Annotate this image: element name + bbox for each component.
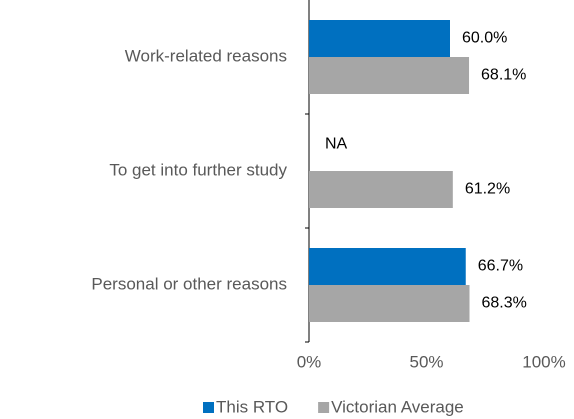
value-label: 68.3%: [482, 295, 527, 312]
x-tick-label: 100%: [522, 352, 565, 371]
value-label: 66.7%: [478, 258, 523, 275]
value-label: 60.0%: [462, 30, 507, 47]
value-label: NA: [325, 136, 348, 153]
bar: [309, 285, 470, 322]
bar: [309, 57, 470, 94]
bar: [309, 248, 466, 285]
x-tick-label: 0%: [297, 352, 322, 371]
bar: [309, 20, 450, 57]
bar: [309, 171, 453, 208]
legend-swatch: [318, 402, 330, 413]
value-label: 61.2%: [465, 181, 510, 198]
category-label: Work-related reasons: [125, 46, 287, 65]
x-tick-label: 50%: [409, 352, 443, 371]
category-label: To get into further study: [109, 160, 287, 179]
legend-label: This RTO: [216, 397, 288, 416]
category-label: Personal or other reasons: [91, 274, 287, 293]
legend-swatch: [203, 402, 214, 413]
value-label: 68.1%: [481, 67, 526, 84]
legend-label: Victorian Average: [331, 397, 464, 416]
